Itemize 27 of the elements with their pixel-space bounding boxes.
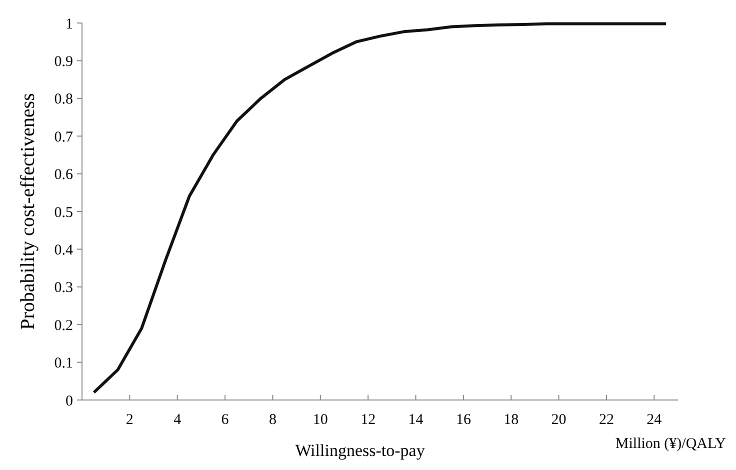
- y-tick-label: 0.3: [54, 280, 73, 296]
- y-tick-label: 0.1: [54, 356, 73, 372]
- y-tick-label: 0.2: [54, 318, 73, 334]
- y-axis-title: Probability cost-effectiveness: [17, 92, 39, 330]
- x-tick-label: 4: [174, 412, 182, 428]
- y-tick-label: 0.4: [54, 242, 74, 258]
- y-tick-label: 1: [66, 16, 73, 32]
- y-tick-label: 0.6: [54, 167, 74, 184]
- x-tick-label: 12: [360, 412, 376, 428]
- x-tick-label: 22: [598, 412, 614, 428]
- x-tick-label: 2: [126, 412, 134, 428]
- x-tick-label: 8: [268, 412, 276, 428]
- x-tick-label: 14: [408, 412, 424, 428]
- x-tick-label: 18: [504, 412, 519, 428]
- y-tick-label: 0: [66, 393, 73, 410]
- text: Million (¥)/QALY: [615, 436, 726, 452]
- x-tick-label: 24: [646, 412, 662, 428]
- x-tick-label: 6: [221, 412, 230, 428]
- x-tick-label: 10: [312, 412, 328, 428]
- y-tick-label: 0.5: [54, 204, 73, 221]
- x-tick-label: 20: [551, 412, 566, 428]
- y-tick-label: 0.8: [54, 92, 73, 108]
- line-series: [92, 22, 668, 394]
- y-tick-label: 0.7: [54, 129, 74, 146]
- y-tick-label: 0.9: [54, 54, 73, 70]
- x-tick-label: 16: [456, 412, 472, 428]
- x-axis-title: Willingness-to-pay: [295, 441, 426, 460]
